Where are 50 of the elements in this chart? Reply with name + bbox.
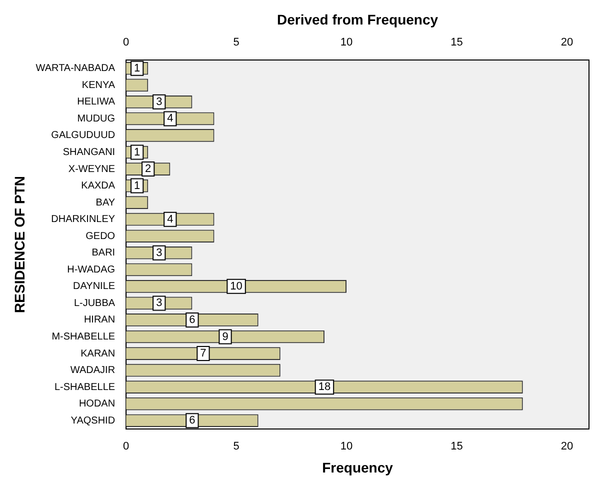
x-tick-label: 20 — [560, 440, 574, 453]
y-tick-label: SHANGANI — [62, 147, 116, 158]
y-tick-label: DHARKINLEY — [51, 214, 116, 226]
y-tick-label: HODAN — [78, 398, 116, 410]
data-label: 3 — [156, 297, 162, 310]
y-tick-label: GALGUDUUD — [51, 130, 116, 142]
data-label: 3 — [156, 96, 162, 108]
y-tick-label: WARTA-NABADA — [36, 63, 116, 74]
data-label: 1 — [134, 62, 140, 74]
y-tick-label: BAY — [96, 197, 116, 208]
x-tick-label: 10 — [340, 440, 353, 453]
y-tick-label: H-WADAG — [67, 264, 116, 276]
y-tick-label: KARAN — [80, 348, 116, 360]
data-label: 4 — [167, 213, 174, 226]
x2-tick-label: 15 — [450, 36, 463, 48]
data-label: 1 — [134, 146, 140, 158]
data-label: 6 — [189, 314, 196, 326]
y-tick-label: BARI — [92, 248, 116, 259]
y-tick-label: L-JUBBA — [74, 298, 116, 309]
data-label: 1 — [134, 180, 140, 192]
x2-axis-title: Derived from Frequency — [277, 11, 438, 28]
y-tick-label: HIRAN — [84, 314, 116, 326]
x-tick-label: 5 — [233, 440, 240, 453]
x-tick-label: 0 — [123, 440, 130, 453]
y-tick-label: GEDO — [86, 230, 116, 242]
y-tick-label: DAYNILE — [73, 281, 116, 292]
y-tick-label: L-SHABELLE — [54, 382, 116, 393]
y-tick-label: KENYA — [82, 80, 116, 91]
x2-tick-label: 20 — [560, 36, 574, 48]
data-label: 4 — [167, 112, 174, 125]
y-axis-title: RESIDENCE OF PTN — [11, 176, 28, 313]
x2-tick-label: 5 — [233, 36, 240, 48]
y-tick-label: MUDUG — [77, 113, 116, 124]
data-label: 6 — [189, 414, 196, 427]
data-label: 18 — [318, 381, 331, 394]
data-label: 9 — [222, 330, 228, 343]
y-tick-label: YAQSHID — [70, 415, 116, 426]
x2-tick-label: 10 — [340, 36, 353, 48]
x2-tick-label: 0 — [123, 36, 130, 48]
y-tick-label: X-WEYNE — [68, 164, 116, 175]
x-axis-title: Frequency — [322, 459, 394, 476]
x-tick-label: 15 — [450, 440, 463, 453]
data-label: 3 — [156, 246, 162, 259]
data-label: 2 — [145, 163, 152, 176]
y-tick-label: KAXDA — [81, 180, 116, 192]
y-tick-label: WADAJIR — [70, 365, 116, 376]
y-tick-label: M-SHABELLE — [52, 332, 116, 342]
data-label: 7 — [200, 348, 206, 360]
y-tick-label: HELIWA — [77, 96, 116, 108]
data-label: 10 — [230, 280, 242, 292]
